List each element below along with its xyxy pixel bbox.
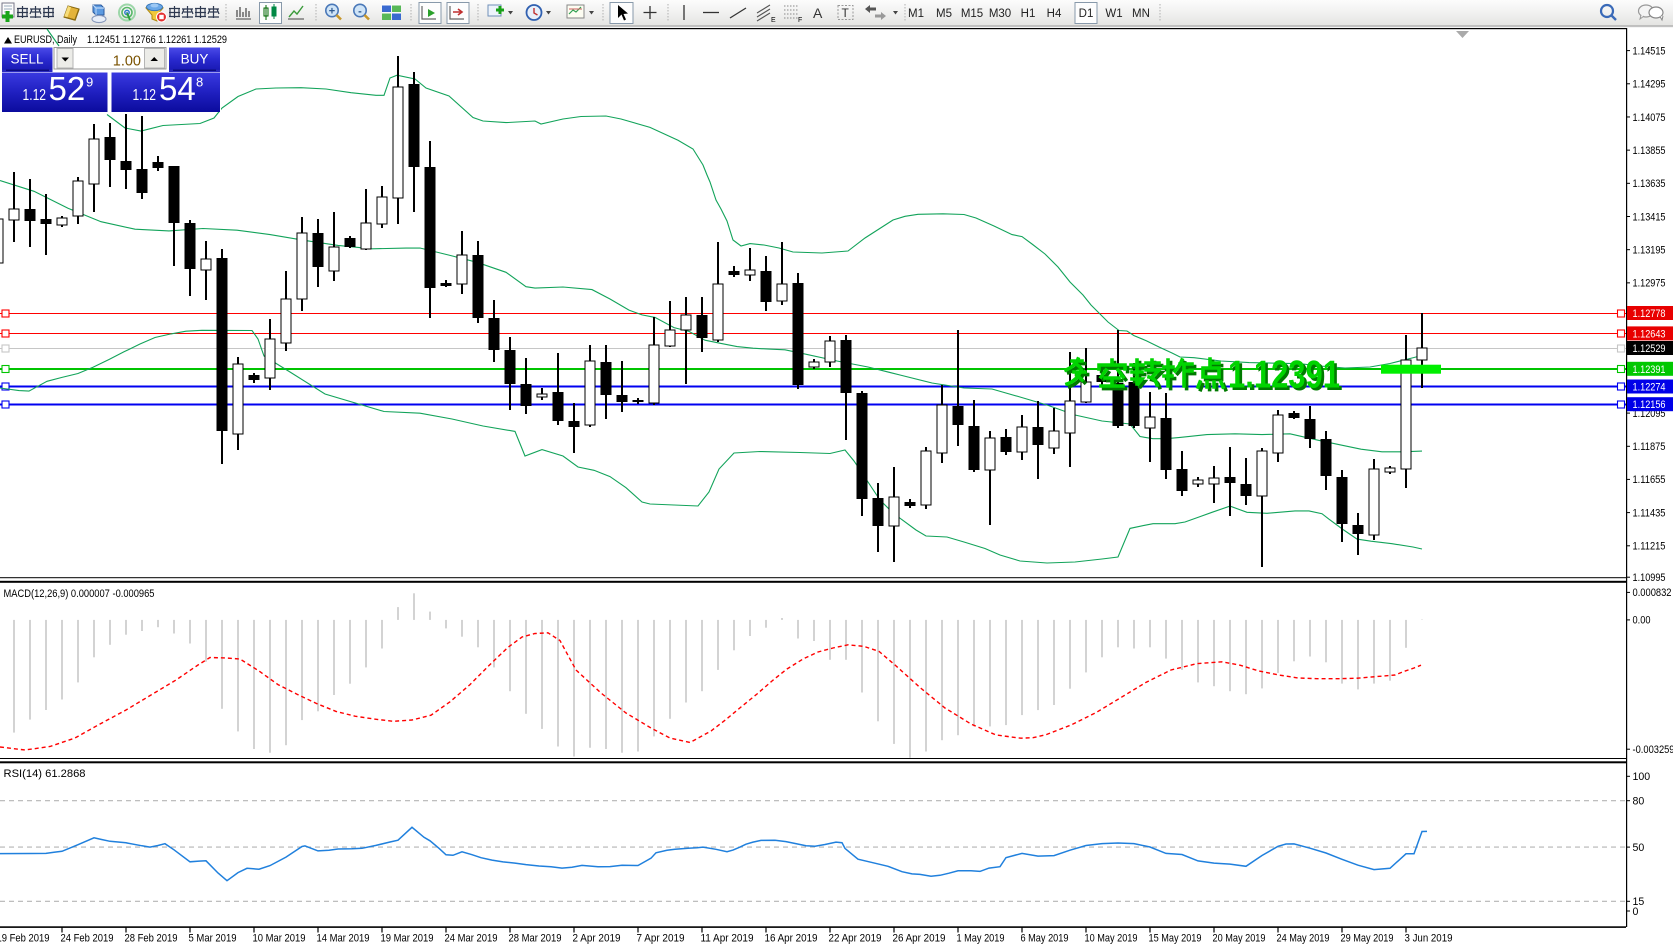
svg-text:6 May 2019: 6 May 2019 [1021, 933, 1069, 945]
svg-text:1.11435: 1.11435 [1633, 507, 1666, 519]
svg-text:1.12529: 1.12529 [1633, 343, 1666, 355]
svg-text:28 Mar 2019: 28 Mar 2019 [509, 933, 562, 945]
svg-text:16 Apr 2019: 16 Apr 2019 [765, 933, 818, 945]
svg-text:10 May 2019: 10 May 2019 [1085, 933, 1138, 945]
svg-text:1 May 2019: 1 May 2019 [957, 933, 1005, 945]
svg-text:26 Apr 2019: 26 Apr 2019 [893, 933, 946, 945]
svg-text:F: F [798, 17, 802, 24]
svg-text:15 May 2019: 15 May 2019 [1149, 933, 1202, 945]
svg-text:1.10995: 1.10995 [1633, 572, 1666, 584]
svg-text:1.13195: 1.13195 [1633, 244, 1666, 256]
svg-text:1.12274: 1.12274 [1633, 382, 1666, 394]
svg-text:RSI(14) 61.2868: RSI(14) 61.2868 [4, 768, 86, 780]
svg-text:1.12778: 1.12778 [1633, 308, 1666, 320]
svg-text:19 Feb 2019: 19 Feb 2019 [0, 933, 50, 945]
svg-text:14 Mar 2019: 14 Mar 2019 [317, 933, 370, 945]
svg-text:1.12975: 1.12975 [1633, 278, 1666, 290]
svg-text:28 Feb 2019: 28 Feb 2019 [125, 933, 178, 945]
svg-text:-: - [358, 6, 362, 18]
svg-text:-0.003259: -0.003259 [1633, 744, 1673, 756]
svg-text:1.11875: 1.11875 [1633, 441, 1666, 453]
svg-text:1.11215: 1.11215 [1633, 541, 1666, 553]
svg-text:20 May 2019: 20 May 2019 [1213, 933, 1266, 945]
svg-text:24 Feb 2019: 24 Feb 2019 [61, 933, 114, 945]
svg-text:9: 9 [86, 75, 93, 90]
svg-text:1.13635: 1.13635 [1633, 178, 1666, 190]
svg-text:1.13855: 1.13855 [1633, 145, 1666, 157]
svg-text:50: 50 [1633, 842, 1645, 854]
svg-text:MN: MN [1132, 8, 1150, 20]
svg-text:0.000832: 0.000832 [1633, 587, 1672, 599]
svg-text:11 Apr 2019: 11 Apr 2019 [701, 933, 754, 945]
svg-text:3 Jun 2019: 3 Jun 2019 [1405, 933, 1453, 945]
svg-text:M15: M15 [961, 8, 983, 20]
svg-text:1.12391: 1.12391 [1633, 364, 1666, 376]
svg-text:1.14295: 1.14295 [1633, 79, 1666, 91]
svg-text:EURUSD, Daily: EURUSD, Daily [14, 34, 77, 46]
svg-text:80: 80 [1633, 796, 1645, 808]
svg-text:1.14075: 1.14075 [1633, 112, 1666, 124]
svg-text:100: 100 [1633, 771, 1651, 783]
svg-text:1.12643: 1.12643 [1633, 328, 1666, 340]
svg-text:1.12451 1.12766 1.12261 1.1252: 1.12451 1.12766 1.12261 1.12529 [87, 34, 227, 46]
svg-text:M30: M30 [989, 8, 1011, 20]
svg-text:E: E [771, 17, 776, 24]
svg-text:0: 0 [1633, 906, 1639, 918]
svg-text:W1: W1 [1105, 8, 1122, 20]
svg-text:22 Apr 2019: 22 Apr 2019 [829, 933, 882, 945]
svg-text:+: + [329, 6, 335, 18]
svg-text:1.11655: 1.11655 [1633, 474, 1666, 486]
svg-text:5 Mar 2019: 5 Mar 2019 [189, 933, 237, 945]
svg-text:19 Mar 2019: 19 Mar 2019 [381, 933, 434, 945]
svg-text:1.14515: 1.14515 [1633, 45, 1666, 57]
svg-text:24 May 2019: 24 May 2019 [1277, 933, 1330, 945]
svg-text:29 May 2019: 29 May 2019 [1341, 933, 1394, 945]
svg-text:D1: D1 [1079, 8, 1094, 20]
svg-text:10 Mar 2019: 10 Mar 2019 [253, 933, 306, 945]
svg-text:8: 8 [196, 75, 203, 90]
svg-text:1.12391: 1.12391 [1228, 354, 1340, 397]
svg-text:0.00: 0.00 [1633, 615, 1651, 627]
svg-text:15: 15 [1633, 896, 1645, 908]
svg-text:1.00: 1.00 [113, 54, 141, 70]
svg-text:1.12391: 1.12391 [1231, 356, 1343, 399]
svg-text:BUY: BUY [181, 52, 209, 67]
svg-text:H4: H4 [1047, 8, 1062, 20]
svg-text:24 Mar 2019: 24 Mar 2019 [445, 933, 498, 945]
svg-text:H1: H1 [1021, 8, 1036, 20]
svg-text:T: T [842, 6, 850, 20]
svg-text:52: 52 [49, 70, 86, 107]
svg-text:1.12: 1.12 [133, 87, 157, 104]
svg-text:MACD(12,26,9) 0.000007 -0.0009: MACD(12,26,9) 0.000007 -0.000965 [4, 588, 155, 600]
svg-text:M1: M1 [908, 8, 924, 20]
svg-text:M5: M5 [936, 8, 952, 20]
svg-text:1.12156: 1.12156 [1633, 399, 1666, 411]
svg-text:1.13415: 1.13415 [1633, 211, 1666, 223]
svg-text:SELL: SELL [10, 52, 44, 67]
svg-text:54: 54 [159, 70, 196, 107]
svg-text:7 Apr 2019: 7 Apr 2019 [637, 933, 685, 945]
svg-text:A: A [813, 5, 823, 21]
svg-text:2 Apr 2019: 2 Apr 2019 [573, 933, 621, 945]
svg-text:1.12: 1.12 [23, 87, 47, 104]
